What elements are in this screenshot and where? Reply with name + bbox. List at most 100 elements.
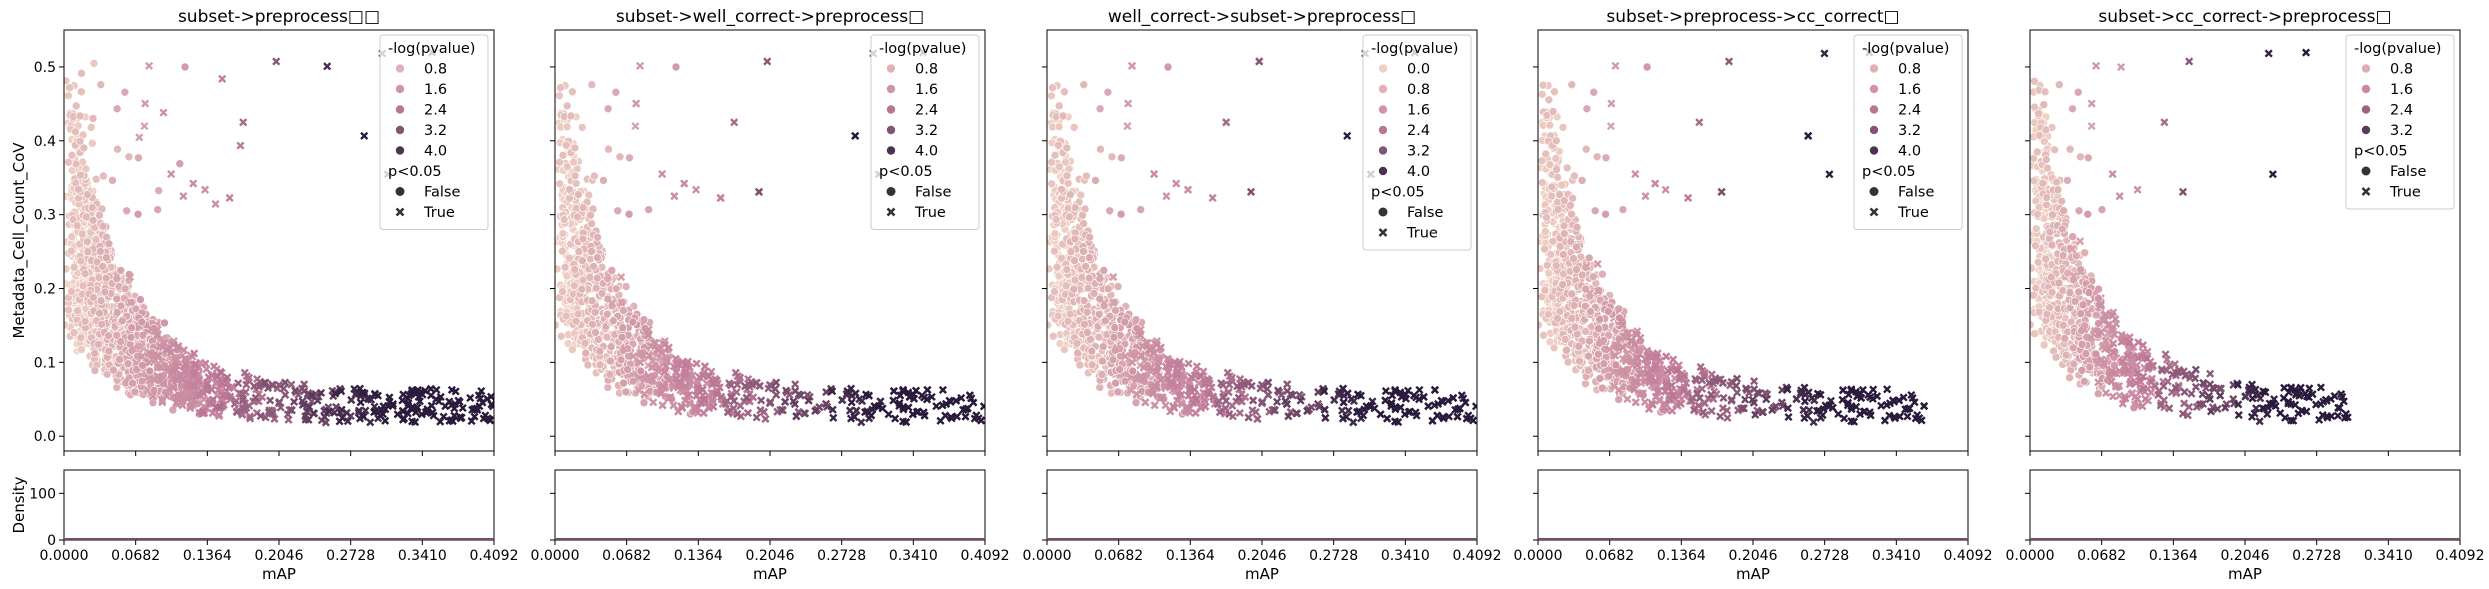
data-point xyxy=(590,171,599,181)
data-point xyxy=(1082,171,1091,181)
data-point xyxy=(1079,80,1089,89)
data-point xyxy=(595,360,605,370)
data-point xyxy=(650,338,659,347)
legend-hue-swatch xyxy=(395,125,405,135)
data-point xyxy=(778,405,787,415)
data-point xyxy=(969,398,978,407)
data-point xyxy=(251,393,260,402)
data-point xyxy=(1107,152,1117,162)
data-point xyxy=(704,372,713,381)
data-point xyxy=(76,333,86,343)
data-point xyxy=(417,410,426,419)
legend-hue-label: 2.4 xyxy=(915,103,938,119)
data-point xyxy=(72,221,82,230)
data-point xyxy=(597,289,607,298)
data-point xyxy=(98,221,108,231)
data-point xyxy=(309,409,318,418)
data-point xyxy=(169,382,178,391)
data-point xyxy=(133,209,143,219)
y-tick-label: 0.5 xyxy=(34,60,56,76)
legend-frame xyxy=(379,34,489,230)
x-tick-label: 0.0000 xyxy=(531,548,580,564)
data-point xyxy=(580,338,590,348)
data-point xyxy=(1132,389,1141,399)
data-point xyxy=(270,414,279,423)
data-point xyxy=(1244,413,1253,422)
scatter-points xyxy=(555,48,985,427)
x-tick-label: 0.2728 xyxy=(1309,548,1358,564)
legend-hue-swatch xyxy=(886,84,896,94)
data-point xyxy=(1120,317,1130,327)
data-point xyxy=(124,152,134,162)
data-point xyxy=(1111,378,1120,388)
data-point xyxy=(1163,62,1173,72)
data-point xyxy=(1419,392,1428,401)
data-point xyxy=(1083,328,1092,337)
data-point xyxy=(636,358,645,367)
data-point xyxy=(90,366,100,375)
data-point xyxy=(1047,179,1056,189)
data-point xyxy=(1079,296,1089,306)
data-point xyxy=(573,309,583,319)
data-point xyxy=(1050,151,1060,160)
data-point xyxy=(829,413,838,422)
data-point xyxy=(307,391,316,400)
data-point xyxy=(1433,411,1442,420)
data-point xyxy=(1184,391,1193,400)
data-point xyxy=(234,379,243,388)
data-point xyxy=(128,378,137,388)
data-point xyxy=(1404,408,1413,417)
data-point xyxy=(565,185,574,194)
data-point xyxy=(608,299,617,308)
data-point xyxy=(1047,264,1054,274)
data-point xyxy=(592,273,602,283)
y-tick-label: 0.3 xyxy=(34,208,56,224)
data-point xyxy=(583,360,593,370)
data-point xyxy=(337,387,346,396)
data-point xyxy=(77,229,87,239)
data-point xyxy=(398,396,407,405)
data-point xyxy=(1391,385,1400,394)
legend-hue-label: 3.2 xyxy=(1407,144,1430,160)
data-point xyxy=(100,287,110,297)
data-point xyxy=(658,169,667,179)
data-point xyxy=(186,402,195,411)
legend-frame xyxy=(870,34,980,230)
data-point xyxy=(716,193,725,202)
data-point xyxy=(1055,162,1064,171)
data-point xyxy=(97,319,106,329)
data-point xyxy=(568,87,577,97)
data-point xyxy=(238,396,248,405)
data-point xyxy=(366,418,375,427)
data-point xyxy=(772,378,781,387)
data-point xyxy=(756,406,765,415)
data-point xyxy=(1163,354,1172,363)
data-point xyxy=(736,401,745,410)
data-point xyxy=(261,413,270,422)
data-point xyxy=(1200,378,1209,387)
data-point xyxy=(136,342,145,351)
data-point xyxy=(1538,90,1547,99)
legend-hue-swatch xyxy=(1378,125,1388,135)
data-point xyxy=(1347,395,1356,404)
data-point xyxy=(617,273,626,282)
data-point xyxy=(669,401,678,410)
data-point xyxy=(1296,396,1305,405)
data-point xyxy=(1113,282,1123,291)
data-point xyxy=(1187,373,1196,382)
data-point xyxy=(217,378,226,387)
scatter-points xyxy=(1047,48,1477,427)
data-point xyxy=(564,253,574,263)
data-point xyxy=(628,317,638,327)
legend-style-label: True xyxy=(423,205,455,221)
data-point xyxy=(1111,306,1120,315)
data-point xyxy=(811,406,820,416)
data-point xyxy=(1120,376,1130,386)
data-point xyxy=(1087,346,1097,356)
data-point xyxy=(1115,365,1124,374)
data-point xyxy=(1112,344,1121,353)
data-point xyxy=(658,382,667,391)
density-frame xyxy=(63,469,495,541)
data-point xyxy=(1072,338,1082,348)
data-point xyxy=(621,282,631,291)
